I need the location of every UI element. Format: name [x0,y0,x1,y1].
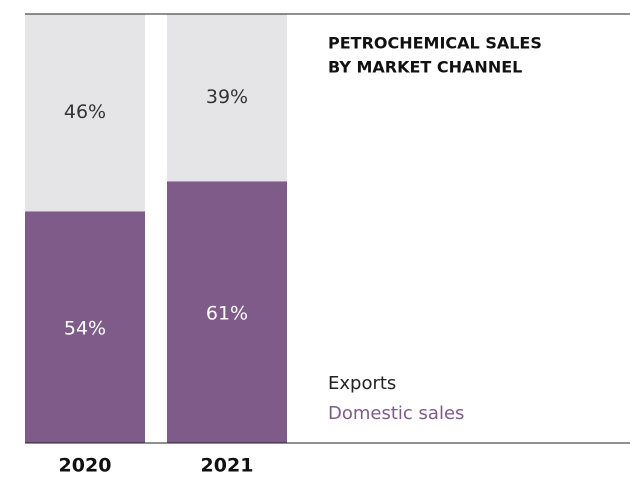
value-label: 46% [64,101,106,123]
value-label: 39% [206,86,248,108]
legend-entry: Domestic sales [328,403,464,424]
bar-segment [167,181,287,443]
bar-segment [25,14,145,212]
value-label: 61% [206,303,248,325]
bar-segment [25,211,145,443]
x-tick-label: 2020 [59,455,112,477]
chart-title: BY MARKET CHANNEL [328,58,522,77]
x-tick-label: 2021 [201,455,254,477]
value-label: 54% [64,318,106,340]
bar-segment [167,14,287,182]
chart-title: PETROCHEMICAL SALES [328,34,542,53]
legend-entry: Exports [328,373,396,394]
